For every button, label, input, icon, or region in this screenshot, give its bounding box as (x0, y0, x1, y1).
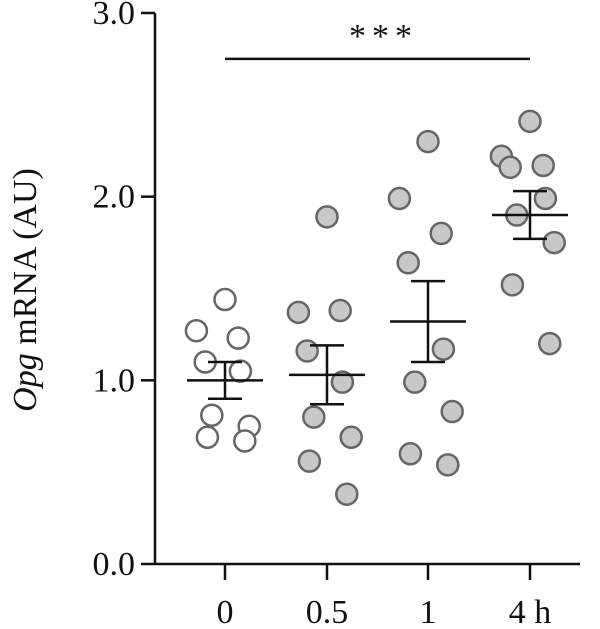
data-point (498, 155, 522, 180)
data-point (500, 273, 525, 297)
data-point (339, 425, 363, 450)
data-point (228, 359, 253, 383)
data-point (531, 153, 555, 178)
y-tick-label: 3.0 (93, 0, 136, 32)
data-point (518, 109, 542, 134)
data-point (431, 337, 456, 361)
data-point (213, 287, 237, 312)
data-point (396, 251, 420, 275)
y-tick-label: 0.0 (93, 546, 136, 583)
data-point (286, 300, 311, 325)
data-point (533, 186, 558, 211)
y-axis-title: Opg mRNA (AU) (7, 168, 44, 412)
data-point (538, 331, 562, 356)
data-point (233, 429, 257, 453)
data-point (330, 370, 355, 394)
x-tick-label: 0.5 (306, 594, 349, 629)
data-point (315, 205, 339, 229)
data-point (297, 449, 322, 473)
data-point (328, 298, 352, 323)
data-point (436, 453, 460, 477)
data-points (184, 109, 566, 506)
data-point (335, 482, 359, 506)
x-tick-label: 0 (217, 594, 234, 629)
data-point (195, 425, 220, 450)
data-point (184, 318, 209, 343)
data-point (200, 403, 224, 427)
data-point (302, 405, 326, 429)
data-point (226, 326, 250, 350)
y-axis-title-rest: mRNA (AU) (7, 168, 44, 353)
data-point (403, 370, 427, 394)
axes: 0.0 1.0 2.0 3.0 0 0.5 1 4 h (93, 0, 580, 629)
significance-label: *** (349, 18, 418, 55)
data-point (295, 339, 319, 363)
x-tick-label: 1 (420, 594, 437, 629)
data-point (398, 442, 423, 466)
error-bars (187, 189, 568, 406)
data-point (387, 186, 412, 211)
y-tick-label: 1.0 (93, 362, 136, 399)
x-tick-label: 4 h (509, 594, 552, 629)
y-axis-title-italic: Opg (7, 353, 44, 412)
significance-annotation: *** (225, 18, 530, 61)
data-point (416, 129, 440, 154)
y-tick-label: 2.0 (93, 179, 136, 216)
data-point (429, 221, 453, 246)
data-point (440, 399, 464, 424)
data-point (542, 230, 566, 255)
